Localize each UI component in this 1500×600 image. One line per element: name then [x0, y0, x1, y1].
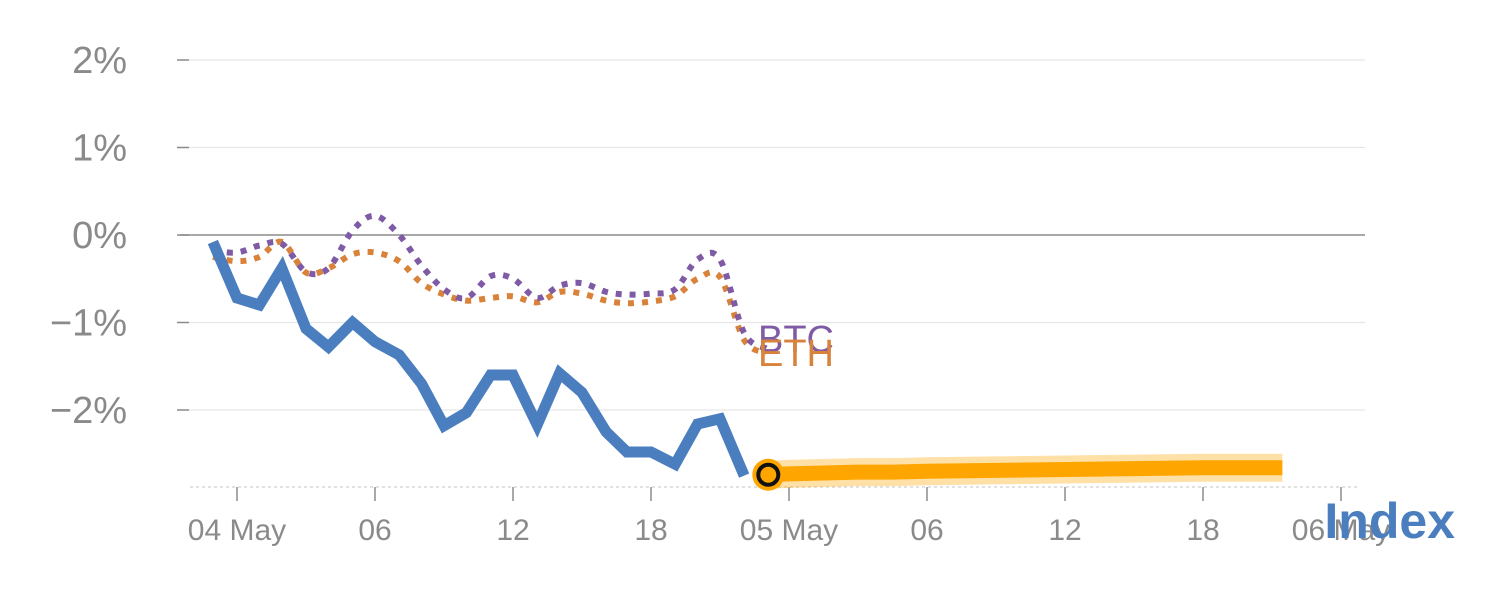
x-tick-label-4: 05 May	[740, 514, 838, 547]
series-line-index	[207, 239, 750, 478]
x-tick-label-7: 18	[1186, 514, 1219, 547]
x-tick-label-0: 04 May	[188, 514, 286, 547]
legend-index-label: Index	[1324, 493, 1455, 549]
x-tick-label-1: 06	[358, 514, 391, 547]
y-tick-label-1: 1%	[72, 128, 127, 170]
series-line-eth	[212, 212, 769, 352]
x-tick-label-6: 12	[1048, 514, 1081, 547]
x-tick-label-3: 18	[634, 514, 667, 547]
y-axis: 2% 1% 0% −1% −2%	[50, 40, 189, 432]
x-axis: 04 May 06 12 18 05 May 06 12 18 06 May	[188, 486, 1390, 547]
y-tick-label-4: −2%	[50, 390, 127, 432]
grid-lines	[180, 59, 1365, 411]
x-tick-label-8: 06 May	[1292, 514, 1390, 547]
series-label-btc: ETH	[758, 333, 834, 375]
y-tick-label-2: 0%	[72, 215, 127, 257]
series-label-eth: BTC	[758, 319, 834, 361]
current-point-marker-ring	[756, 462, 781, 487]
x-tick-label-5: 06	[910, 514, 943, 547]
series-labels: BTC ETH	[758, 319, 834, 375]
series-line-btc	[212, 238, 769, 356]
x-tick-label-2: 12	[496, 514, 529, 547]
y-tick-label-0: 2%	[72, 40, 127, 82]
projection-line	[767, 460, 1283, 483]
y-tick-label-3: −1%	[50, 303, 127, 345]
series-group	[207, 212, 1283, 491]
